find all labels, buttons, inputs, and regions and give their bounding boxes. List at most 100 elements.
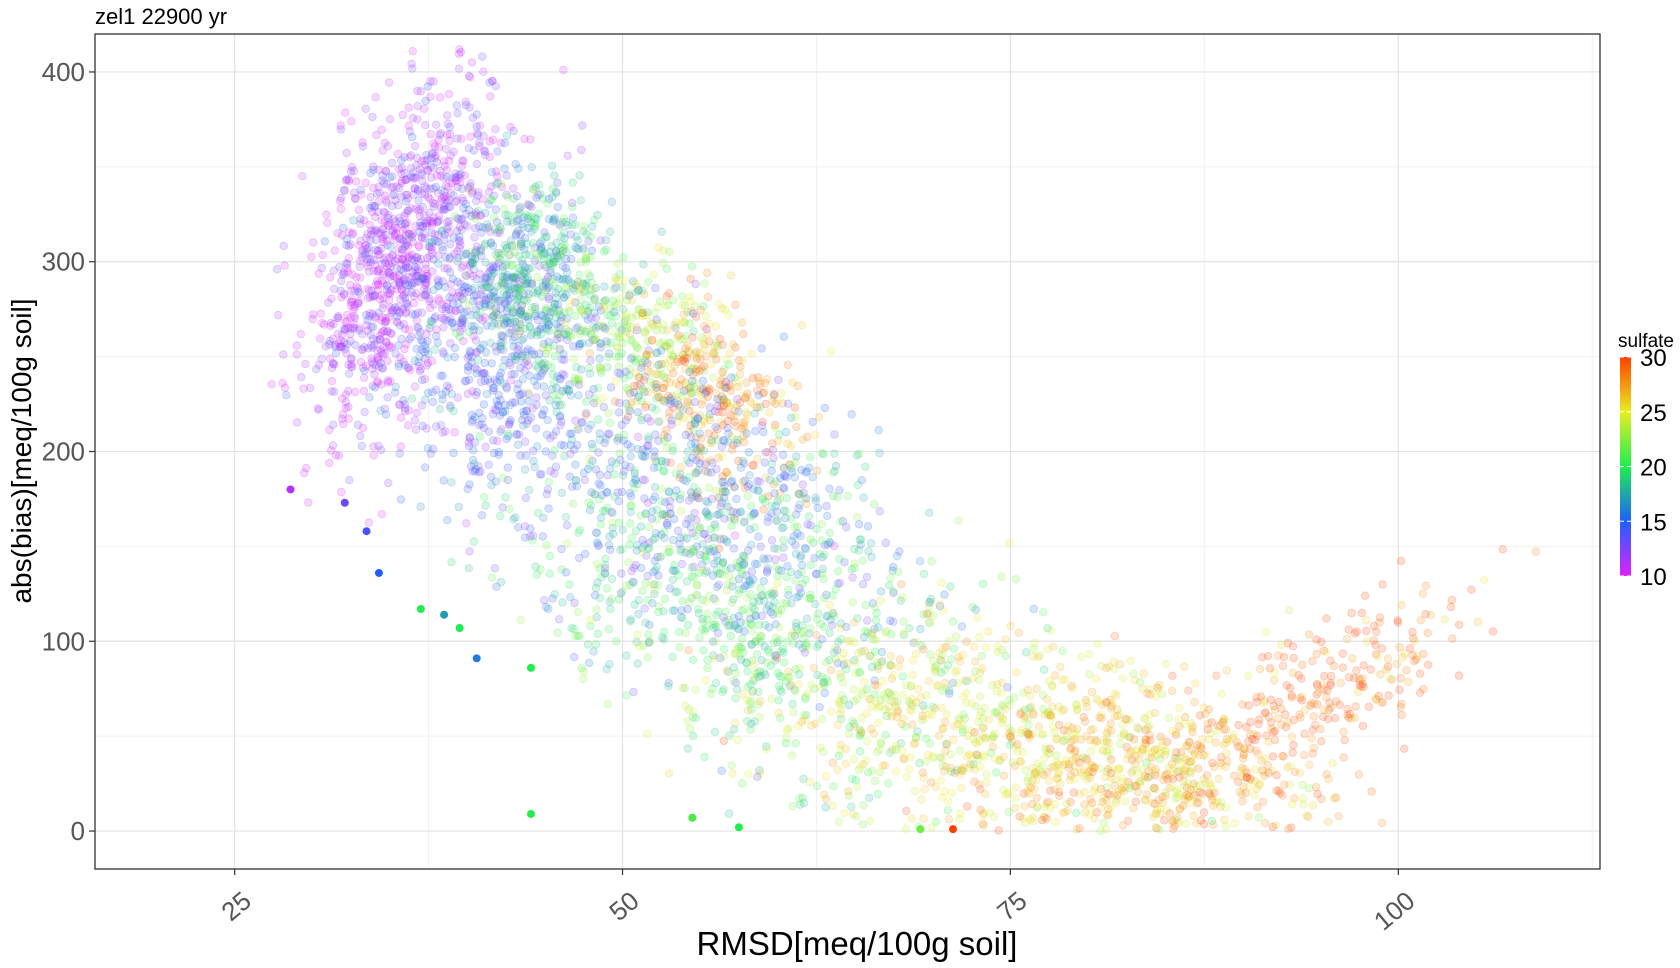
scatter-point <box>895 663 903 671</box>
scatter-point <box>623 692 631 700</box>
scatter-point <box>542 304 550 312</box>
scatter-point <box>704 293 712 301</box>
scatter-point <box>660 529 668 537</box>
scatter-point <box>871 777 879 785</box>
scatter-point <box>347 168 355 176</box>
scatter-point <box>648 404 656 412</box>
scatter-point <box>506 319 514 327</box>
scatter-point <box>345 177 353 185</box>
scatter-point <box>569 214 577 222</box>
scatter-point <box>658 228 666 236</box>
scatter-point <box>281 262 289 270</box>
scatter-point <box>455 503 463 511</box>
scatter-point <box>941 591 949 599</box>
scatter-point <box>506 251 514 259</box>
scatter-point <box>503 172 511 180</box>
scatter-point <box>362 105 370 113</box>
scatter-point <box>573 245 581 253</box>
scatter-point <box>679 598 687 606</box>
chart-title: zel1 22900 yr <box>95 4 227 29</box>
scatter-point <box>639 476 647 484</box>
scatter-point <box>1122 798 1130 806</box>
scatter-point <box>378 510 386 518</box>
scatter-point <box>359 346 367 354</box>
scatter-point <box>955 517 963 525</box>
scatter-point <box>1325 818 1333 826</box>
scatter-point <box>855 521 863 529</box>
scatter-point <box>1041 813 1049 821</box>
scatter-point <box>797 554 805 562</box>
scatter-point <box>1041 754 1049 762</box>
scatter-point <box>727 272 735 280</box>
scatter-point <box>630 688 638 696</box>
scatter-point <box>531 225 539 233</box>
scatter-point <box>451 429 459 437</box>
scatter-point <box>478 512 486 520</box>
scatter-point <box>576 526 584 534</box>
scatter-point <box>697 447 705 455</box>
scatter-point <box>788 752 796 760</box>
scatter-point <box>448 558 456 566</box>
scatter-point <box>734 383 742 391</box>
scatter-point <box>550 172 558 180</box>
scatter-point <box>712 611 720 619</box>
scatter-point <box>809 473 817 481</box>
scatter-point <box>774 579 782 587</box>
scatter-point <box>805 513 813 521</box>
scatter-point <box>498 332 506 340</box>
scatter-point <box>367 169 375 177</box>
scatter-point <box>952 633 960 641</box>
scatter-point <box>411 142 419 150</box>
scatter-point <box>824 541 832 549</box>
scatter-point <box>563 540 571 548</box>
scatter-point <box>377 291 385 299</box>
scatter-point <box>1183 820 1191 828</box>
scatter-point <box>527 414 535 422</box>
scatter-point <box>689 310 697 318</box>
scatter-point <box>859 687 867 695</box>
scatter-point <box>1209 802 1217 810</box>
scatter-point <box>452 213 460 221</box>
scatter-point <box>454 110 462 118</box>
scatter-point <box>733 624 741 632</box>
scatter-point <box>503 274 511 282</box>
scatter-point <box>534 254 542 262</box>
scatter-point <box>1145 767 1153 775</box>
scatter-point <box>979 724 987 732</box>
scatter-point <box>619 472 627 480</box>
scatter-point <box>981 753 989 761</box>
scatter-point <box>887 652 895 660</box>
scatter-point <box>1245 812 1253 820</box>
scatter-point <box>526 251 534 259</box>
scatter-point <box>594 211 602 219</box>
scatter-point <box>748 350 756 358</box>
scatter-point <box>373 190 381 198</box>
scatter-point <box>576 278 584 286</box>
scatter-point <box>783 573 791 581</box>
scatter-point <box>834 766 842 774</box>
scatter-point <box>468 59 476 67</box>
scatter-point <box>711 728 719 736</box>
scatter-point <box>747 502 755 510</box>
scatter-point <box>674 588 682 596</box>
scatter-point <box>818 449 826 457</box>
scatter-point <box>386 116 394 124</box>
scatter-point <box>760 577 768 585</box>
scatter-point <box>1046 745 1054 753</box>
scatter-point <box>461 377 469 385</box>
scatter-point <box>826 485 834 493</box>
scatter-point <box>513 229 521 237</box>
scatter-point <box>610 285 618 293</box>
scatter-point <box>634 660 642 668</box>
scatter-point <box>374 268 382 276</box>
scatter-point <box>689 732 697 740</box>
scatter-point <box>1128 769 1136 777</box>
scatter-point <box>1229 735 1237 743</box>
scatter-point <box>1191 698 1199 706</box>
scatter-point <box>562 513 570 521</box>
scatter-point <box>837 624 845 632</box>
scatter-point <box>564 284 572 292</box>
scatter-point <box>928 558 936 566</box>
scatter-point <box>637 564 645 572</box>
scatter-point <box>554 629 562 637</box>
